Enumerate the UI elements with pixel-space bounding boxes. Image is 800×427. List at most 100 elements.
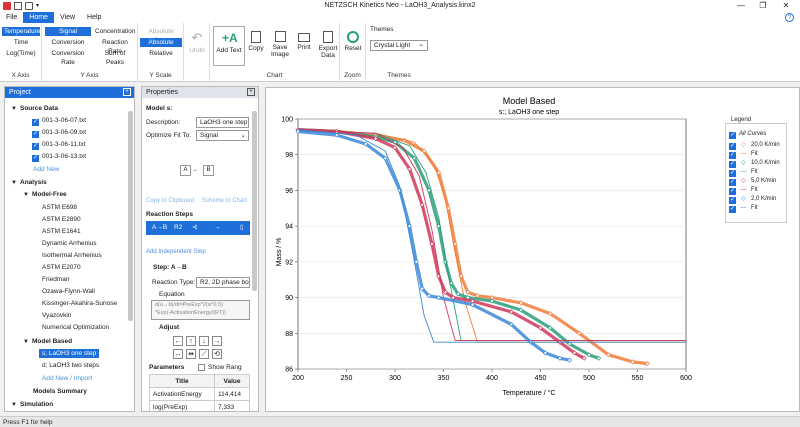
checkbox-checked-icon[interactable]: ✓ bbox=[729, 143, 736, 150]
undo-button[interactable]: ↶ Undo bbox=[186, 31, 208, 55]
models-summary-node[interactable]: Models Summary bbox=[33, 388, 87, 395]
table-row[interactable]: ActivationEnergy 114,414 bbox=[149, 387, 250, 401]
print-icon[interactable] bbox=[25, 2, 33, 10]
model-item-selected[interactable]: s; LaOH3 one step bbox=[39, 349, 100, 358]
checkbox-checked-icon[interactable]: ✓ bbox=[729, 132, 736, 139]
dropdown-icon[interactable]: ▾ bbox=[36, 3, 40, 9]
project-scrollbar[interactable] bbox=[128, 111, 133, 321]
copy-button[interactable]: Copy bbox=[247, 31, 265, 52]
method-item[interactable]: Isothermal Arrhenius bbox=[42, 252, 102, 259]
checkbox-checked-icon[interactable]: ✓ bbox=[32, 131, 39, 138]
checkbox-checked-icon[interactable]: ✓ bbox=[729, 206, 736, 213]
pin-icon[interactable]: + bbox=[247, 88, 255, 96]
method-item[interactable]: Ozawa-Flynn-Wall bbox=[42, 288, 95, 295]
print-button[interactable]: Print bbox=[294, 31, 314, 51]
show-range-checkbox[interactable] bbox=[198, 364, 205, 371]
add-text-button[interactable]: +A Add Text bbox=[213, 26, 245, 66]
parallel-icon[interactable]: ⊰ bbox=[192, 224, 198, 231]
add-new-link[interactable]: Add New bbox=[33, 166, 60, 173]
signal-button[interactable]: Signal bbox=[45, 27, 91, 36]
checkbox-checked-icon[interactable]: ✓ bbox=[729, 179, 736, 186]
arrow-right-icon[interactable]: → bbox=[212, 336, 222, 346]
save-icon[interactable] bbox=[14, 2, 22, 10]
checkbox-checked-icon[interactable]: ✓ bbox=[32, 155, 39, 162]
legend-item[interactable]: ✓ — Fit bbox=[729, 204, 758, 213]
compress-horizontal-icon[interactable]: ⇹ bbox=[186, 349, 196, 359]
scheme-node-b[interactable]: B bbox=[203, 165, 214, 176]
file-item[interactable]: ✓ 001-3-06-07.txt bbox=[32, 116, 86, 126]
legend-item[interactable]: ✓ ◇ 20,0 K/min bbox=[729, 141, 780, 150]
tab-view[interactable]: View bbox=[59, 14, 76, 21]
file-item[interactable]: ✓ 001-3-06-13.txt bbox=[32, 152, 86, 162]
add-independent-step-link[interactable]: Add Independent Step bbox=[146, 249, 206, 255]
model-item[interactable]: d; LaOH3 two steps bbox=[42, 362, 100, 369]
stretch-horizontal-icon[interactable]: ↔ bbox=[173, 349, 183, 359]
checkbox-checked-icon[interactable]: ✓ bbox=[729, 170, 736, 177]
method-item[interactable]: ASTM E2070 bbox=[42, 264, 81, 271]
tilt-icon[interactable]: ⟋ bbox=[199, 349, 209, 359]
sequential-icon[interactable]: → bbox=[214, 224, 221, 231]
reset-zoom-button[interactable]: Reset bbox=[343, 31, 363, 52]
concentration-button[interactable]: Concentration bbox=[95, 28, 136, 35]
chart-svg[interactable]: Model Based s:; LaOH3 one step Temperatu… bbox=[266, 88, 800, 413]
close-button[interactable]: ✕ bbox=[782, 1, 790, 10]
conversion-button[interactable]: Conversion bbox=[51, 39, 85, 46]
arrow-down-icon[interactable]: ↓ bbox=[199, 336, 209, 346]
reaction-type-select[interactable]: R2, 2D phase bou bbox=[196, 277, 250, 288]
restore-button[interactable]: ❐ bbox=[759, 1, 767, 10]
model-based-node[interactable]: ▼ Model Based bbox=[23, 337, 72, 347]
param-value[interactable]: 7,333 bbox=[214, 400, 250, 411]
method-item[interactable]: ASTM E2890 bbox=[42, 216, 81, 223]
tab-help[interactable]: Help bbox=[87, 14, 102, 21]
legend-item[interactable]: ✓ ◇ 2,0 K/min bbox=[729, 195, 776, 204]
copy-clipboard-link[interactable]: Copy to Clipboard bbox=[146, 198, 195, 204]
minimize-button[interactable]: — bbox=[737, 1, 745, 10]
checkbox-checked-icon[interactable]: ✓ bbox=[729, 197, 736, 204]
pin-icon[interactable]: + bbox=[123, 88, 131, 96]
scheme-to-chart-link[interactable]: Scheme to Chart bbox=[202, 198, 248, 204]
scheme-node-a[interactable]: A bbox=[180, 165, 191, 176]
export-data-button[interactable]: Export Data bbox=[316, 31, 340, 59]
rotate-icon[interactable]: ⟲ bbox=[212, 349, 222, 359]
tab-file[interactable]: File bbox=[6, 14, 18, 21]
legend-item[interactable]: ✓ ◇ 5,0 K/min bbox=[729, 177, 776, 186]
param-value[interactable]: 114,414 bbox=[214, 387, 250, 401]
model-free-node[interactable]: ▼ Model-Free bbox=[23, 190, 67, 200]
legend-item[interactable]: ✓ ◇ 10,0 K/min bbox=[729, 159, 780, 168]
checkbox-checked-icon[interactable]: ✓ bbox=[729, 188, 736, 195]
file-item[interactable]: ✓ 001-3-06-09.txt bbox=[32, 128, 86, 138]
reaction-rate-button[interactable]: Reaction Rate bbox=[102, 39, 128, 55]
temperature-button[interactable]: Temperature bbox=[2, 27, 41, 36]
arrow-up-icon[interactable]: ↑ bbox=[186, 336, 196, 346]
source-data-node[interactable]: ▼ Source Data bbox=[11, 104, 58, 114]
method-item[interactable]: ASTM E1641 bbox=[42, 228, 81, 235]
add-new-import-link[interactable]: Add New / Import bbox=[42, 375, 93, 382]
save-image-button[interactable]: Save Image bbox=[268, 31, 292, 58]
method-item[interactable]: ASTM E698 bbox=[42, 204, 78, 211]
table-row[interactable]: log(PreExp) 7,333 bbox=[149, 400, 250, 411]
delete-icon[interactable]: ▯ bbox=[240, 224, 244, 231]
description-input[interactable]: LaOH3 one step bbox=[196, 117, 249, 128]
checkbox-checked-icon[interactable]: ✓ bbox=[32, 143, 39, 150]
analysis-node[interactable]: ▼ Analysis bbox=[11, 178, 47, 188]
time-button[interactable]: Time bbox=[13, 39, 29, 46]
sum-of-peaks-button[interactable]: Sum of Peaks bbox=[104, 50, 126, 66]
arrow-left-icon[interactable]: ← bbox=[173, 336, 183, 346]
theme-select[interactable]: Crystal Light bbox=[370, 40, 428, 51]
reaction-step-row[interactable]: A→B R2 ⊰ → ▯ bbox=[146, 221, 250, 235]
method-item[interactable]: Vyazovkin bbox=[42, 312, 72, 319]
simulation-node[interactable]: ▼ Simulation bbox=[11, 400, 53, 410]
legend-item[interactable]: ✓ — Fit bbox=[729, 186, 758, 195]
checkbox-checked-icon[interactable]: ✓ bbox=[729, 161, 736, 168]
properties-scrollbar[interactable] bbox=[252, 111, 257, 291]
legend-item[interactable]: ✓ — Fit bbox=[729, 168, 758, 177]
method-item[interactable]: Dynamic Arrhenius bbox=[42, 240, 97, 247]
log-time-button[interactable]: Log(Time) bbox=[6, 50, 36, 57]
legend-all-curves[interactable]: ✓ All Curves bbox=[729, 130, 766, 139]
method-item[interactable]: Numerical Optimization bbox=[42, 324, 110, 331]
checkbox-checked-icon[interactable]: ✓ bbox=[729, 152, 736, 159]
absolute-button[interactable]: Absolute bbox=[140, 38, 182, 47]
method-item[interactable]: Friedman bbox=[42, 276, 70, 283]
conversion-rate-button[interactable]: Conversion Rate bbox=[51, 50, 85, 66]
legend-item[interactable]: ✓ — Fit bbox=[729, 150, 758, 159]
